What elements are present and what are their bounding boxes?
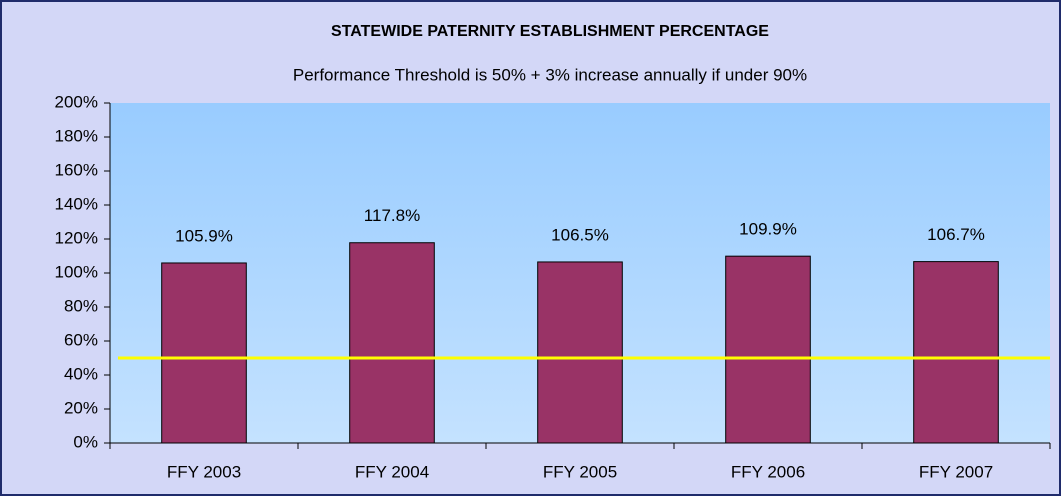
data-label: 105.9% — [175, 226, 233, 245]
chart-subtitle: Performance Threshold is 50% + 3% increa… — [293, 65, 807, 84]
bar — [725, 255, 811, 444]
x-tick-label: FFY 2005 — [543, 462, 617, 481]
y-tick-label: 40% — [64, 364, 98, 383]
data-label: 109.9% — [739, 220, 797, 239]
data-label: 106.5% — [551, 225, 609, 244]
data-label: 106.7% — [927, 225, 985, 244]
y-tick-label: 180% — [55, 126, 98, 145]
bar — [913, 261, 999, 444]
y-tick-label: 20% — [64, 398, 98, 417]
y-tick-label: 80% — [64, 296, 98, 315]
bar — [349, 242, 435, 444]
data-label: 117.8% — [364, 206, 420, 225]
bar — [537, 261, 623, 444]
x-tick-label: FFY 2006 — [731, 462, 805, 481]
x-tick-label: FFY 2003 — [167, 462, 241, 481]
y-tick-label: 140% — [55, 194, 98, 213]
y-tick-label: 0% — [73, 432, 98, 451]
x-tick-label: FFY 2004 — [355, 462, 429, 481]
y-tick-label: 200% — [55, 92, 98, 111]
x-tick-label: FFY 2007 — [919, 462, 993, 481]
y-tick-label: 100% — [55, 262, 98, 281]
y-tick-label: 120% — [55, 228, 98, 247]
chart-title: STATEWIDE PATERNITY ESTABLISHMENT PERCEN… — [331, 23, 769, 40]
y-tick-label: 160% — [55, 160, 98, 179]
y-tick-label: 60% — [64, 330, 98, 349]
bar — [161, 262, 247, 444]
